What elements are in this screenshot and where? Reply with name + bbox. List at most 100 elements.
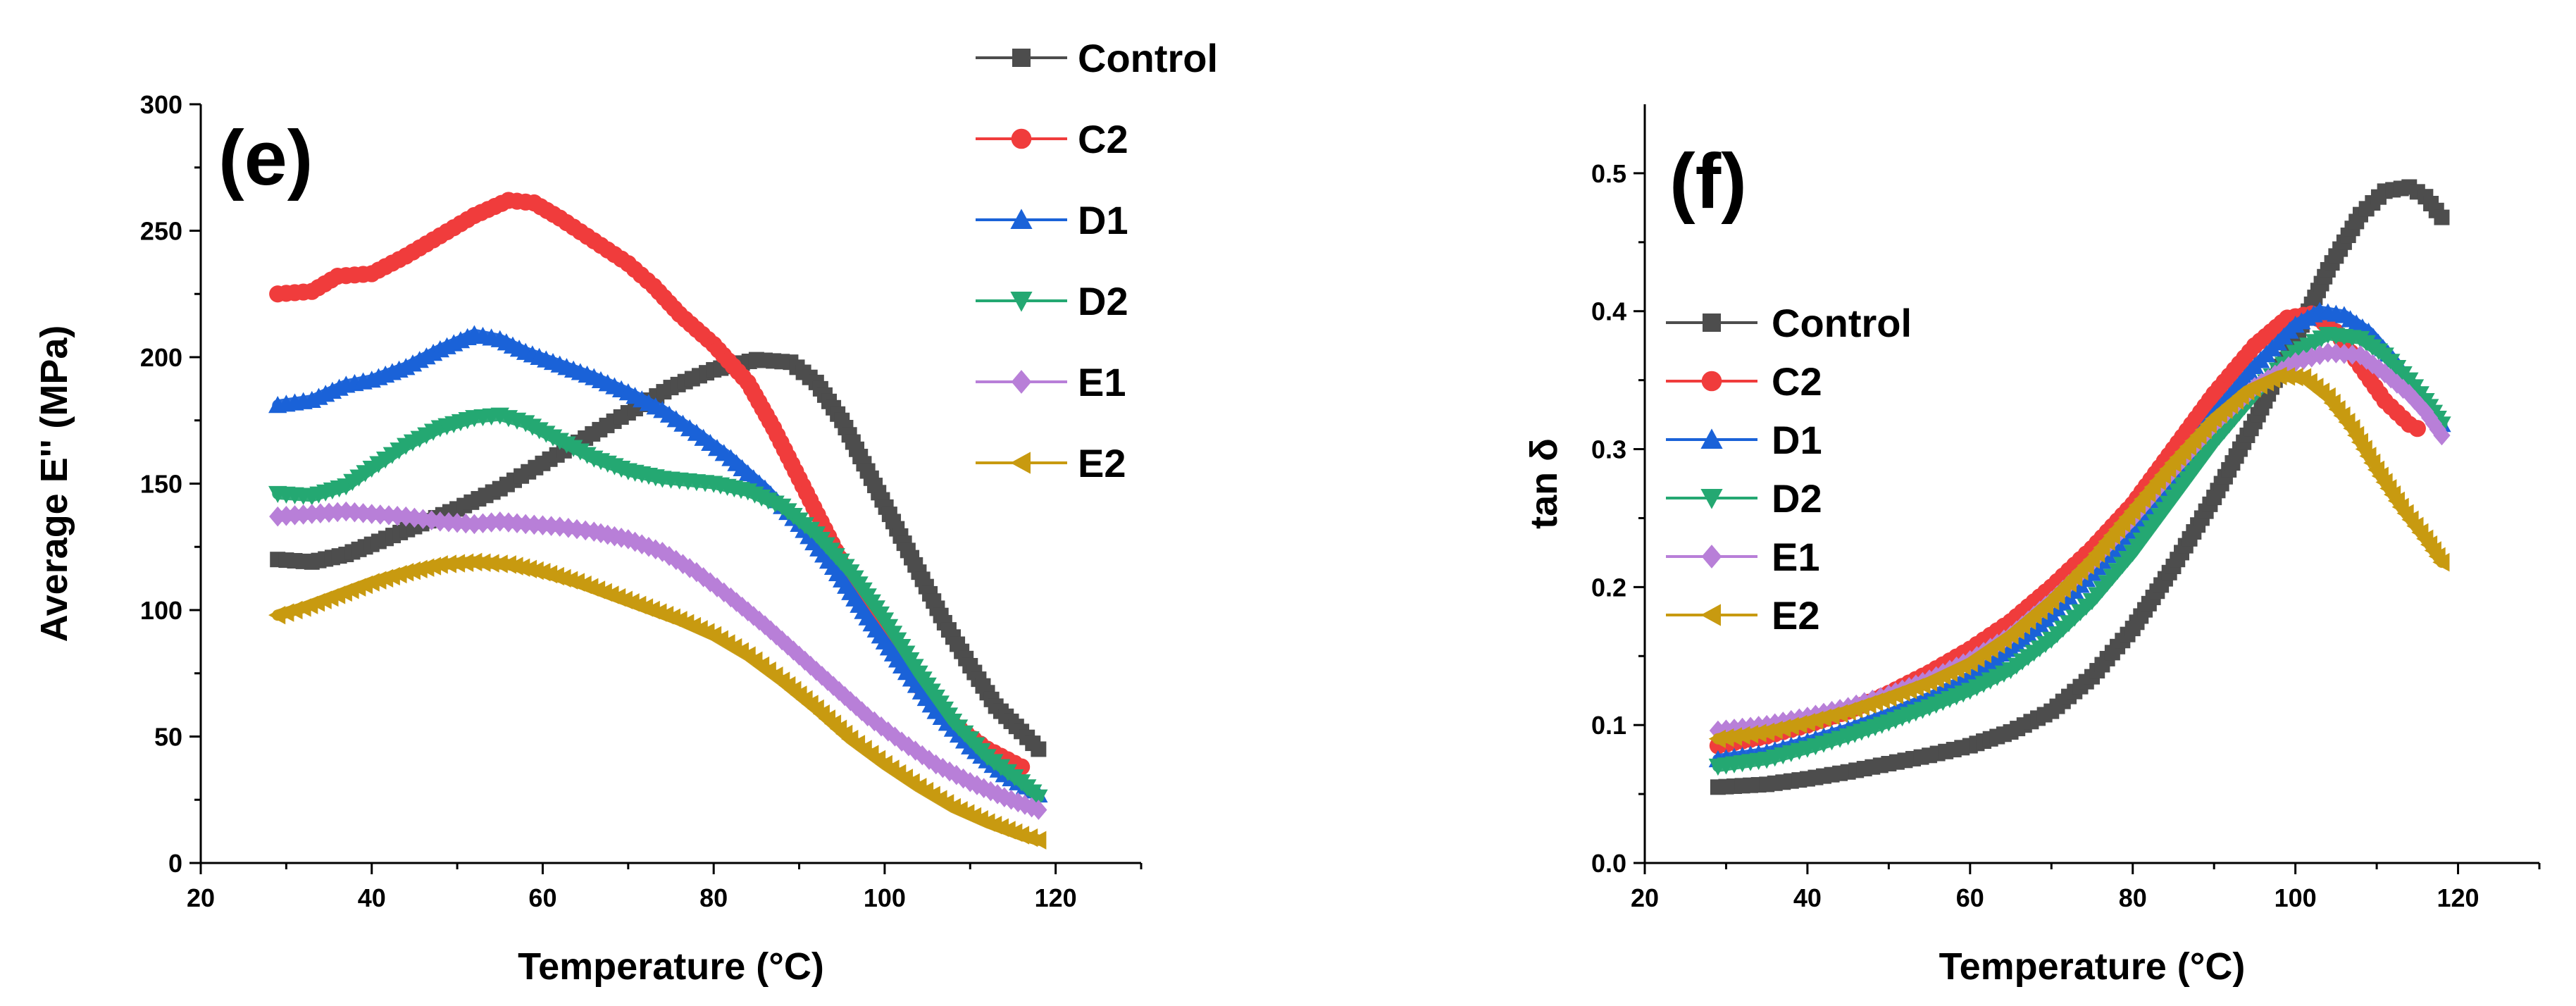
legend-item-d2: D2 — [1666, 476, 1822, 521]
x-tick-label: 20 — [1631, 883, 1659, 912]
legend-marker — [1700, 604, 1721, 626]
data-point-marker — [482, 554, 499, 573]
data-point-marker — [1781, 716, 1799, 735]
data-point-marker — [286, 505, 304, 526]
data-point-marker — [2270, 366, 2287, 385]
data-point-marker — [1031, 741, 1047, 757]
x-tick-label: 80 — [699, 883, 728, 912]
y-tick-label: 200 — [140, 343, 182, 372]
data-point-marker — [1029, 831, 1047, 850]
y-tick-label: 0.5 — [1591, 159, 1626, 188]
data-point-marker — [1029, 789, 1048, 807]
x-tick-label: 20 — [187, 883, 215, 912]
data-point-marker — [927, 754, 945, 775]
data-point-marker — [1757, 722, 1775, 742]
legend-label: D2 — [1078, 279, 1128, 323]
data-point-marker — [1733, 726, 1750, 745]
data-point-marker — [389, 505, 406, 526]
x-axis-label: Temperature (°C) — [518, 945, 824, 988]
data-point-marker — [447, 554, 466, 573]
data-point-marker — [2277, 367, 2296, 386]
legend-item-d1: D1 — [976, 198, 1128, 242]
y-tick-label: 150 — [140, 470, 182, 499]
data-point-marker — [1790, 714, 1807, 734]
y-tick-label: 0 — [168, 849, 182, 878]
data-point-marker — [542, 516, 560, 536]
data-point-marker — [1009, 792, 1027, 813]
legend-marker — [1703, 313, 1721, 332]
series-e2 — [268, 552, 1047, 850]
legend-label: D1 — [1772, 418, 1822, 462]
data-point-marker — [354, 503, 372, 523]
data-point-marker — [2434, 209, 2450, 225]
x-tick-label: 40 — [358, 883, 386, 912]
legend-marker — [1701, 371, 1722, 392]
data-point-marker — [534, 515, 552, 536]
data-point-marker — [337, 501, 355, 522]
data-point-marker — [568, 518, 586, 540]
legend-item-d1: D1 — [1666, 418, 1822, 462]
data-point-marker — [1741, 725, 1759, 744]
data-point-marker — [1708, 729, 1726, 748]
data-point-marker — [577, 520, 595, 541]
data-point-marker — [2433, 425, 2451, 446]
data-point-marker — [473, 553, 491, 572]
x-tick-label: 40 — [1793, 883, 1822, 912]
data-point-marker — [802, 655, 819, 676]
legend-marker — [1700, 428, 1723, 449]
legend-label: C2 — [1772, 359, 1822, 404]
legend-label: Control — [1078, 36, 1218, 80]
data-point-marker — [702, 572, 719, 592]
data-point-marker — [914, 745, 931, 766]
legend-label: D2 — [1772, 476, 1822, 521]
legend-label: E1 — [1772, 535, 1820, 579]
data-point-marker — [1765, 721, 1783, 740]
data-point-marker — [695, 567, 712, 588]
panel-label: (f) — [1669, 138, 1747, 225]
y-axis-label: Average E'' (MPa) — [33, 325, 75, 642]
y-tick-label: 0.0 — [1591, 849, 1626, 878]
data-point-marker — [397, 506, 415, 527]
data-point-marker — [448, 512, 466, 533]
legend-item-control: Control — [976, 36, 1218, 80]
data-point-marker — [491, 511, 509, 532]
y-tick-label: 50 — [154, 723, 182, 752]
data-point-marker — [790, 645, 808, 666]
data-point-marker — [311, 503, 330, 523]
data-point-marker — [2286, 367, 2303, 387]
legend: Control C2 D1 D2 E1 E2 — [1666, 301, 1912, 638]
data-point-marker — [640, 536, 658, 557]
y-tick-label: 0.1 — [1591, 711, 1626, 740]
legend-marker — [1010, 292, 1033, 312]
data-point-marker — [2394, 378, 2412, 399]
data-point-marker — [667, 549, 685, 571]
data-point-marker — [1724, 727, 1742, 746]
x-tick-label: 80 — [2119, 883, 2147, 912]
data-point-marker — [773, 630, 791, 651]
y-tick-label: 0.3 — [1591, 435, 1626, 464]
data-point-marker — [1749, 724, 1767, 743]
legend-item-c2: C2 — [976, 117, 1128, 161]
data-point-marker — [975, 778, 993, 799]
legend-marker — [1700, 489, 1723, 509]
legend-marker — [1010, 209, 1033, 229]
legend-label: E1 — [1078, 360, 1126, 404]
legend-item-c2: C2 — [1666, 359, 1822, 404]
data-point-marker — [962, 771, 979, 793]
data-point-marker — [439, 554, 456, 573]
x-tick-label: 60 — [528, 883, 556, 912]
legend-item-d2: D2 — [976, 279, 1128, 323]
legend-label: C2 — [1078, 117, 1128, 161]
data-point-marker — [430, 555, 448, 574]
series-control — [270, 352, 1047, 757]
y-tick-label: 100 — [140, 596, 182, 625]
legend-marker — [1010, 452, 1031, 474]
legend-label: E2 — [1772, 593, 1820, 638]
x-tick-label: 100 — [864, 883, 906, 912]
series-e1 — [269, 501, 1047, 820]
data-point-marker — [2432, 552, 2450, 572]
data-point-marker — [1030, 800, 1047, 820]
data-point-marker — [2417, 402, 2434, 422]
legend-item-e2: E2 — [1666, 593, 1820, 638]
